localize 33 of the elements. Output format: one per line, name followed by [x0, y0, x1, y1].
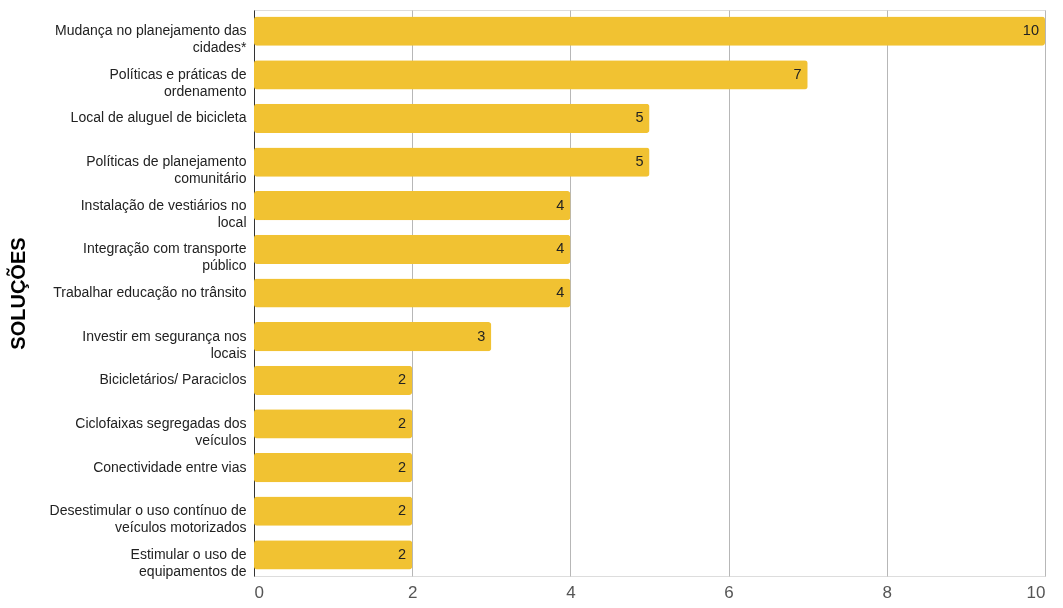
x-tick-label: 2: [407, 582, 418, 602]
data-label: 2: [398, 458, 407, 475]
y-tick-label: Políticas e práticas de ordenamento: [109, 65, 247, 99]
x-tick-label: 6: [724, 582, 734, 602]
y-tick-label: Local de aluguel de bicicleta: [70, 109, 247, 126]
data-label: 2: [398, 502, 407, 519]
y-tick-label: Mudança no planejamento das cidades*: [55, 22, 248, 56]
y-tick-label: Trabalhar educação no trânsito: [53, 284, 247, 300]
data-label: 7: [793, 65, 802, 82]
x-tick-label: 4: [566, 582, 576, 602]
data-label: 5: [635, 109, 644, 126]
y-tick-label: Integração com transporte público: [83, 240, 247, 274]
y-tick-label: Conectividade entre vias: [93, 458, 247, 475]
x-tick-label: 0: [254, 582, 264, 602]
data-label: 2: [398, 414, 407, 431]
data-label: 4: [556, 240, 565, 257]
data-label: 2: [398, 371, 407, 388]
y-tick-label: Políticas de planejamento comunitário: [86, 153, 247, 187]
x-tick-label: 10: [1026, 582, 1046, 602]
y-tick-label: Investir em segurança nos locais: [82, 327, 247, 361]
y-tick-label: Estimular o uso de equipamentos de: [130, 545, 247, 579]
y-axis-title: SOLUÇÕES: [5, 237, 29, 350]
y-tick-label: Desestimular o uso contínuo de veículos motorizados: [49, 502, 247, 536]
y-tick-label: Ciclofaixas segregadas dos veículos: [75, 414, 247, 448]
y-tick-label: Bicicletários/ Paraciclos: [99, 371, 247, 388]
data-label: 5: [635, 153, 644, 170]
data-label: 4: [556, 196, 565, 213]
data-label: 4: [556, 284, 565, 300]
data-label: 2: [398, 545, 407, 562]
data-label: 3: [477, 327, 486, 344]
data-label: 10: [1022, 22, 1039, 39]
x-tick-label: 8: [882, 582, 893, 602]
y-tick-label: Instalação de vestiários no local: [80, 196, 247, 230]
